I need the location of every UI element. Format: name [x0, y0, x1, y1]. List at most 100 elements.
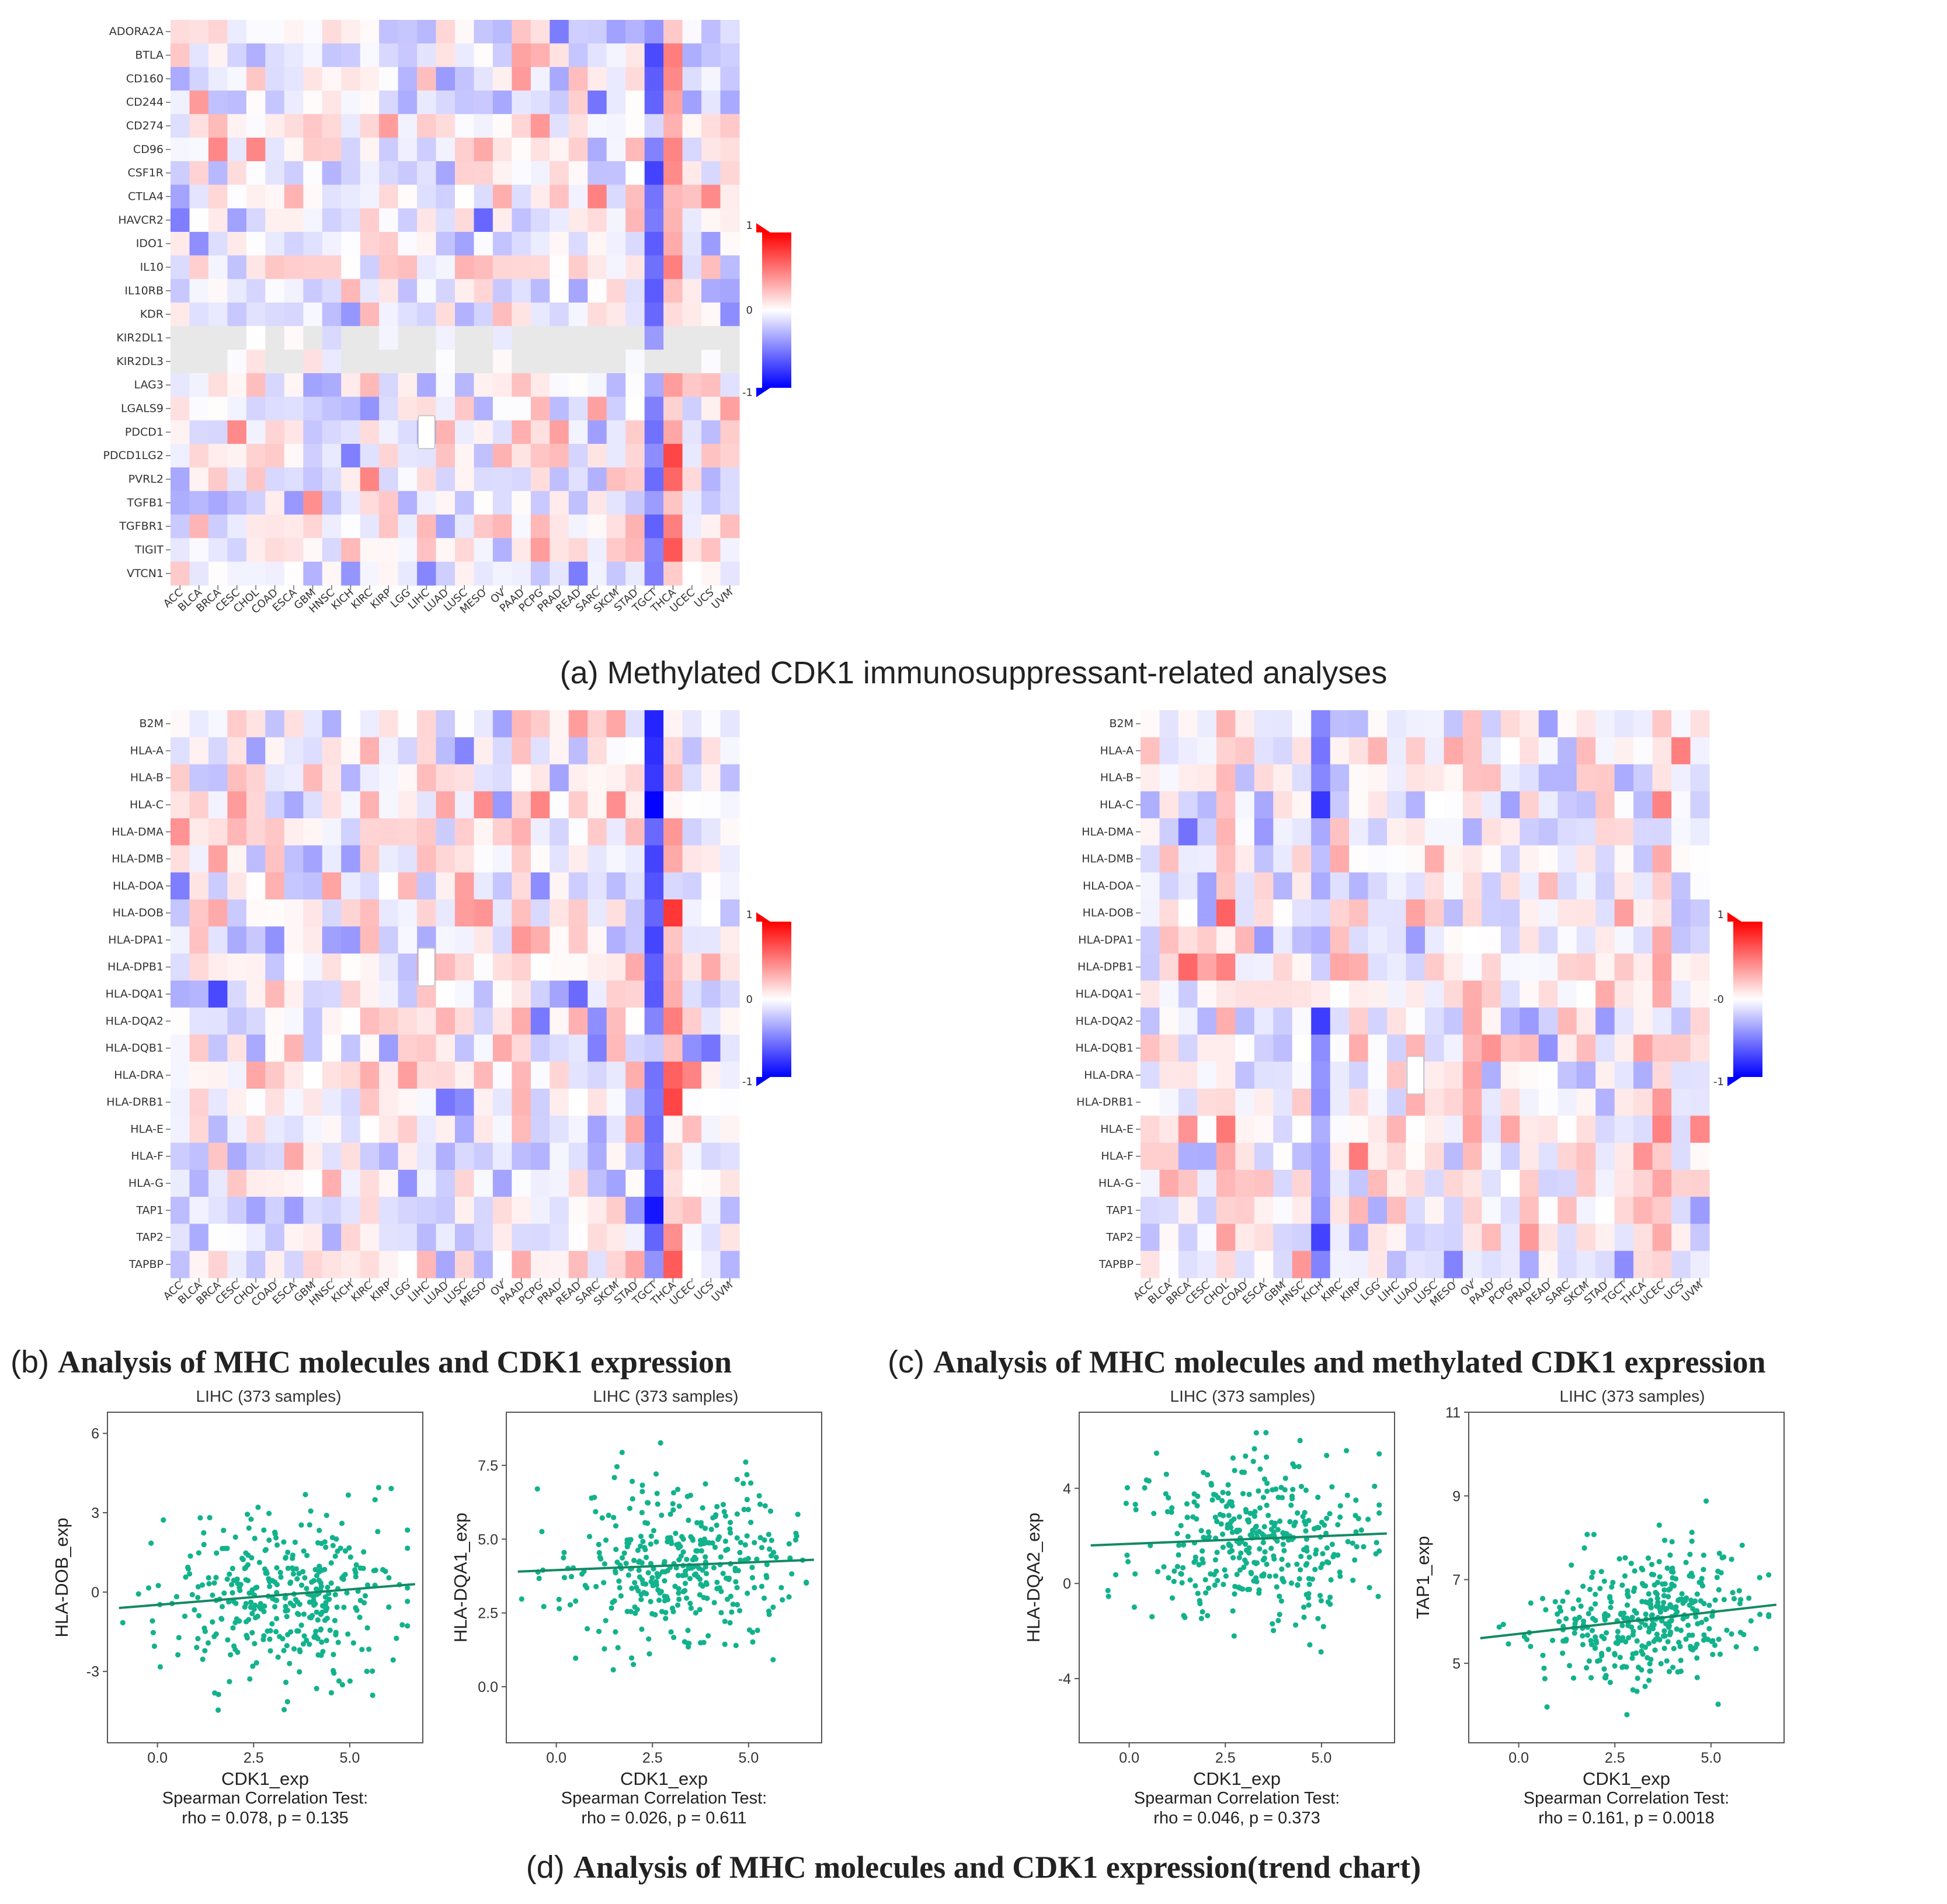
- row-label: HLA-DQA1: [106, 988, 164, 1000]
- heatmap-cell: [1178, 926, 1198, 954]
- heatmap-cell: [512, 561, 531, 586]
- heatmap-cell: [1254, 1034, 1274, 1062]
- heatmap-cell: [644, 114, 664, 138]
- heatmap-cell: [682, 980, 702, 1008]
- heatmap-cell: [587, 185, 607, 209]
- heatmap-cell: [227, 1116, 247, 1144]
- scatter-point: [135, 1591, 141, 1597]
- heatmap-cell: [171, 980, 190, 1008]
- scatter-point: [1649, 1612, 1655, 1618]
- heatmap-cell: [265, 1142, 285, 1170]
- scatter-point: [1572, 1621, 1578, 1627]
- heatmap-cell: [436, 845, 456, 873]
- scatter-point: [658, 1440, 663, 1446]
- heatmap-cell: [398, 1224, 418, 1252]
- heatmap-cell: [455, 232, 475, 256]
- scatter-point: [1327, 1594, 1333, 1600]
- heatmap-cell: [227, 764, 247, 792]
- heatmap-cell: [1614, 872, 1634, 900]
- scatter-point: [617, 1585, 623, 1591]
- heatmap-cell: [701, 420, 721, 444]
- heatmap-cell: [492, 818, 512, 846]
- scatter-point: [668, 1629, 674, 1635]
- scatter-point: [1226, 1542, 1232, 1548]
- scatter-point: [1161, 1564, 1167, 1570]
- scatter-point: [1230, 1555, 1236, 1561]
- heatmap-cell: [720, 872, 740, 900]
- heatmap-cell: [663, 114, 683, 138]
- scatter-point: [206, 1575, 211, 1581]
- heatmap-cell: [530, 161, 550, 185]
- scatter-point: [748, 1480, 754, 1486]
- heatmap-cell: [1538, 1116, 1558, 1144]
- heatmap-cell: [322, 845, 342, 873]
- heatmap-cell: [568, 926, 588, 954]
- scatter-point: [638, 1592, 644, 1597]
- scatter-point: [1221, 1582, 1226, 1587]
- heatmap-cell: [550, 444, 569, 468]
- scatter-point: [1282, 1487, 1288, 1493]
- heatmap-cell: [606, 737, 626, 765]
- heatmap-cell: [625, 161, 645, 185]
- scatter-point: [1253, 1523, 1259, 1529]
- heatmap-cell: [1633, 1034, 1653, 1062]
- scatter-point: [245, 1512, 251, 1517]
- scatter-point: [1689, 1530, 1695, 1535]
- heatmap-cell: [398, 114, 418, 138]
- heatmap-cell: [1254, 791, 1274, 819]
- heatmap-cell: [1387, 1250, 1407, 1278]
- heatmap-cell: [492, 1007, 512, 1035]
- scatter-point: [1211, 1492, 1217, 1498]
- scatter-point: [1670, 1665, 1676, 1670]
- heatmap-cell: [1141, 737, 1160, 765]
- scatter-point: [1656, 1559, 1662, 1565]
- heatmap-cell: [1462, 1089, 1482, 1116]
- heatmap-cell: [1482, 1061, 1501, 1089]
- heatmap-cell: [1159, 845, 1179, 873]
- scatter-point: [1619, 1622, 1625, 1628]
- y-tick-label: 5.0: [478, 1531, 498, 1548]
- scatter-point: [1716, 1551, 1722, 1556]
- heatmap-cell: [568, 467, 588, 492]
- heatmap-cell: [1292, 710, 1312, 738]
- heatmap-cell: [644, 899, 664, 927]
- heatmap-cell: [1159, 980, 1179, 1008]
- heatmap-cell: [1576, 1089, 1596, 1116]
- scatter-point: [789, 1571, 795, 1577]
- heatmap-cell: [303, 710, 323, 738]
- scatter-point: [1622, 1555, 1628, 1561]
- heatmap-cell: [644, 764, 664, 792]
- scatter-point: [1724, 1627, 1730, 1633]
- heatmap-cell: [360, 926, 380, 954]
- heatmap-cell: [322, 1007, 342, 1035]
- heatmap-cell: [568, 899, 588, 927]
- heatmap-cell: [644, 326, 664, 350]
- heatmap-cell: [1595, 872, 1615, 900]
- column-label: UVM: [710, 586, 736, 611]
- heatmap-cell: [568, 561, 588, 586]
- heatmap-cell: [1141, 1250, 1160, 1278]
- scatter-point: [300, 1569, 306, 1575]
- highlight-cell: [418, 415, 436, 450]
- heatmap-cell: [587, 737, 607, 765]
- heatmap-cell: [1444, 926, 1463, 954]
- scatter-point: [1259, 1573, 1265, 1579]
- scatter-point: [714, 1586, 720, 1592]
- row-label: IDO1: [136, 237, 164, 250]
- scatter-point: [322, 1617, 328, 1623]
- heatmap-cell: [1330, 818, 1350, 846]
- scatter-point: [1229, 1548, 1235, 1554]
- scatter-point: [1155, 1569, 1161, 1575]
- heatmap-cell: [606, 397, 626, 421]
- heatmap-cell: [227, 1089, 247, 1116]
- heatmap-cell: [492, 980, 512, 1008]
- heatmap-cell: [1216, 737, 1236, 765]
- scatter-point: [227, 1571, 232, 1577]
- heatmap-cell: [1292, 1089, 1312, 1116]
- heatmap-cell: [1576, 872, 1596, 900]
- heatmap-cell: [284, 303, 304, 326]
- scatter-point: [1208, 1571, 1214, 1577]
- row-label: HLA-E: [130, 1123, 164, 1135]
- scatter-point: [1243, 1453, 1249, 1459]
- heatmap-cell: [701, 373, 721, 397]
